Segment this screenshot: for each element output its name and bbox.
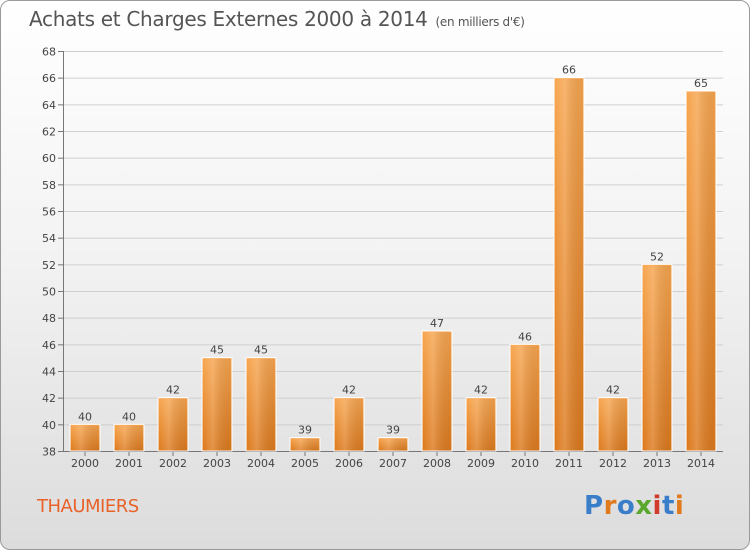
y-tick-label: 68 xyxy=(42,46,56,59)
x-tick-label: 2000 xyxy=(71,457,99,470)
x-tick-label: 2013 xyxy=(643,457,671,470)
y-tick-label: 58 xyxy=(42,179,56,192)
logo-letter: i xyxy=(674,491,685,521)
x-tick-label: 2004 xyxy=(247,457,275,470)
y-tick-label: 52 xyxy=(42,259,56,272)
data-label: 45 xyxy=(210,344,224,357)
bar-shine xyxy=(643,265,671,451)
bar-shine xyxy=(115,425,143,451)
bar-shine xyxy=(555,78,583,452)
x-tick-label: 2009 xyxy=(467,457,495,470)
bar-shine xyxy=(687,92,715,451)
x-tick-label: 2003 xyxy=(203,457,231,470)
logo-letter: t xyxy=(661,491,675,521)
x-tick-label: 2002 xyxy=(159,457,187,470)
data-label: 42 xyxy=(166,384,180,397)
proxiti-logo: Proxiti xyxy=(584,491,684,521)
grid-layer xyxy=(58,51,723,456)
data-label: 66 xyxy=(562,64,576,77)
bars-layer xyxy=(69,77,717,452)
logo-letter: x xyxy=(635,491,653,521)
commune-name: THAUMIERS xyxy=(37,496,139,517)
y-tick-label: 50 xyxy=(42,286,56,299)
y-tick-label: 60 xyxy=(42,152,56,165)
y-tick-label: 64 xyxy=(42,99,56,112)
data-label: 42 xyxy=(606,384,620,397)
bar-shine xyxy=(159,398,187,451)
labels-layer: 38 40 42 44 46 48 50 52 54 56 58 60 62 64 66 68 40 2000 40… xyxy=(42,46,715,471)
data-label: 40 xyxy=(78,410,92,423)
bar-shine xyxy=(423,332,451,451)
bar-shine xyxy=(247,358,275,451)
y-tick-label: 46 xyxy=(42,339,56,352)
bar-shine xyxy=(467,398,495,451)
y-tick-label: 42 xyxy=(42,392,56,405)
y-tick-label: 48 xyxy=(42,312,56,325)
bar-shine xyxy=(203,358,231,451)
x-tick-label: 2001 xyxy=(115,457,143,470)
data-label: 65 xyxy=(694,77,708,90)
x-tick-label: 2005 xyxy=(291,457,319,470)
data-label: 45 xyxy=(254,344,268,357)
data-label: 39 xyxy=(386,424,400,437)
logo-letter: i xyxy=(652,491,662,521)
x-tick-label: 2011 xyxy=(555,457,583,470)
y-tick-label: 54 xyxy=(42,232,56,245)
chart-unit: (en milliers d'€) xyxy=(435,15,525,29)
x-tick-label: 2006 xyxy=(335,457,363,470)
bar-shine xyxy=(335,398,363,451)
y-tick-label: 56 xyxy=(42,206,56,219)
x-tick-label: 2014 xyxy=(687,457,715,470)
bar-shine xyxy=(599,398,627,451)
data-label: 47 xyxy=(430,317,444,330)
y-tick-label: 44 xyxy=(42,366,56,379)
data-label: 52 xyxy=(650,250,664,263)
data-label: 42 xyxy=(474,384,488,397)
x-tick-label: 2008 xyxy=(423,457,451,470)
bar-shine xyxy=(291,438,319,451)
bar-shine xyxy=(511,345,539,451)
data-label: 40 xyxy=(122,410,136,423)
x-tick-label: 2012 xyxy=(599,457,627,470)
data-label: 39 xyxy=(298,424,312,437)
bar-shine xyxy=(71,425,99,451)
data-label: 46 xyxy=(518,330,532,343)
logo-letter: P xyxy=(584,491,604,521)
logo-letter: r xyxy=(603,491,617,521)
x-tick-label: 2007 xyxy=(379,457,407,470)
y-tick-label: 66 xyxy=(42,72,56,85)
data-label: 42 xyxy=(342,384,356,397)
chart-title: Achats et Charges Externes 2000 à 2014 (e… xyxy=(29,7,525,31)
x-tick-label: 2010 xyxy=(511,457,539,470)
chart-title-text: Achats et Charges Externes 2000 à 2014 xyxy=(29,7,428,31)
bar-shine xyxy=(379,438,407,451)
y-tick-label: 62 xyxy=(42,126,56,139)
y-tick-label: 40 xyxy=(42,419,56,432)
y-tick-label: 38 xyxy=(42,446,56,459)
logo-letter: o xyxy=(616,491,636,521)
